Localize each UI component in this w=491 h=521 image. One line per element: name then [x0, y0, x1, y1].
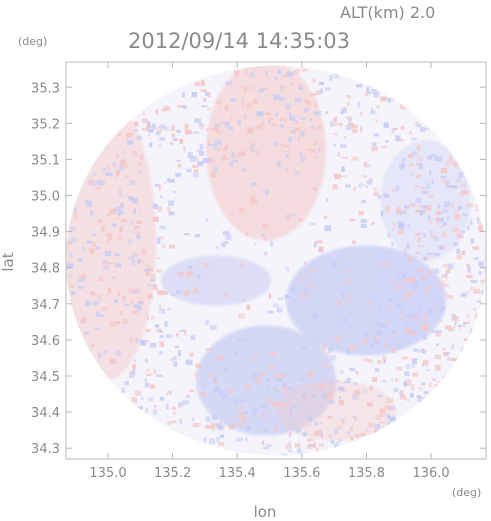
y-tick-label: 35.3: [31, 81, 60, 96]
y-tick-label: 35.2: [31, 117, 60, 132]
velocity-field: [66, 65, 486, 456]
y-tick-label: 34.5: [31, 370, 60, 385]
radar-field: [66, 65, 486, 456]
y-tick-label: 34.9: [31, 226, 60, 241]
x-unit-label: (deg): [452, 486, 481, 499]
y-tick-label: 34.6: [31, 334, 60, 349]
y-tick-label: 35.1: [31, 153, 60, 168]
x-axis-ticks: 135.0 135.2 135.4 135.6 135.8 136.0: [89, 62, 450, 481]
altitude-label: ALT(km) 2.0: [340, 3, 435, 22]
chart-timestamp: 2012/09/14 14:35:03: [128, 29, 350, 53]
x-tick-label: 135.6: [283, 466, 320, 481]
y-axis-ticks: 34.3 34.4 34.5 34.6 34.7 34.8 34.9 35.0 35.1 35.2…: [31, 81, 486, 457]
y-tick-label: 34.3: [31, 442, 60, 457]
radar-disc: [66, 65, 486, 456]
x-tick-label: 135.2: [154, 466, 191, 481]
y-tick-label: 34.4: [31, 406, 60, 421]
x-tick-label: 136.0: [412, 466, 449, 481]
x-axis-label: lon: [254, 503, 277, 521]
plot-frame: [65, 61, 487, 460]
x-tick-label: 135.0: [89, 466, 126, 481]
y-tick-label: 34.8: [31, 262, 60, 277]
x-tick-label: 135.4: [219, 466, 256, 481]
y-tick-label: 35.0: [31, 190, 60, 205]
y-unit-label: (deg): [18, 35, 47, 48]
x-tick-label: 135.8: [348, 466, 385, 481]
y-axis-label: lat: [0, 252, 17, 271]
y-tick-label: 34.7: [31, 298, 60, 313]
